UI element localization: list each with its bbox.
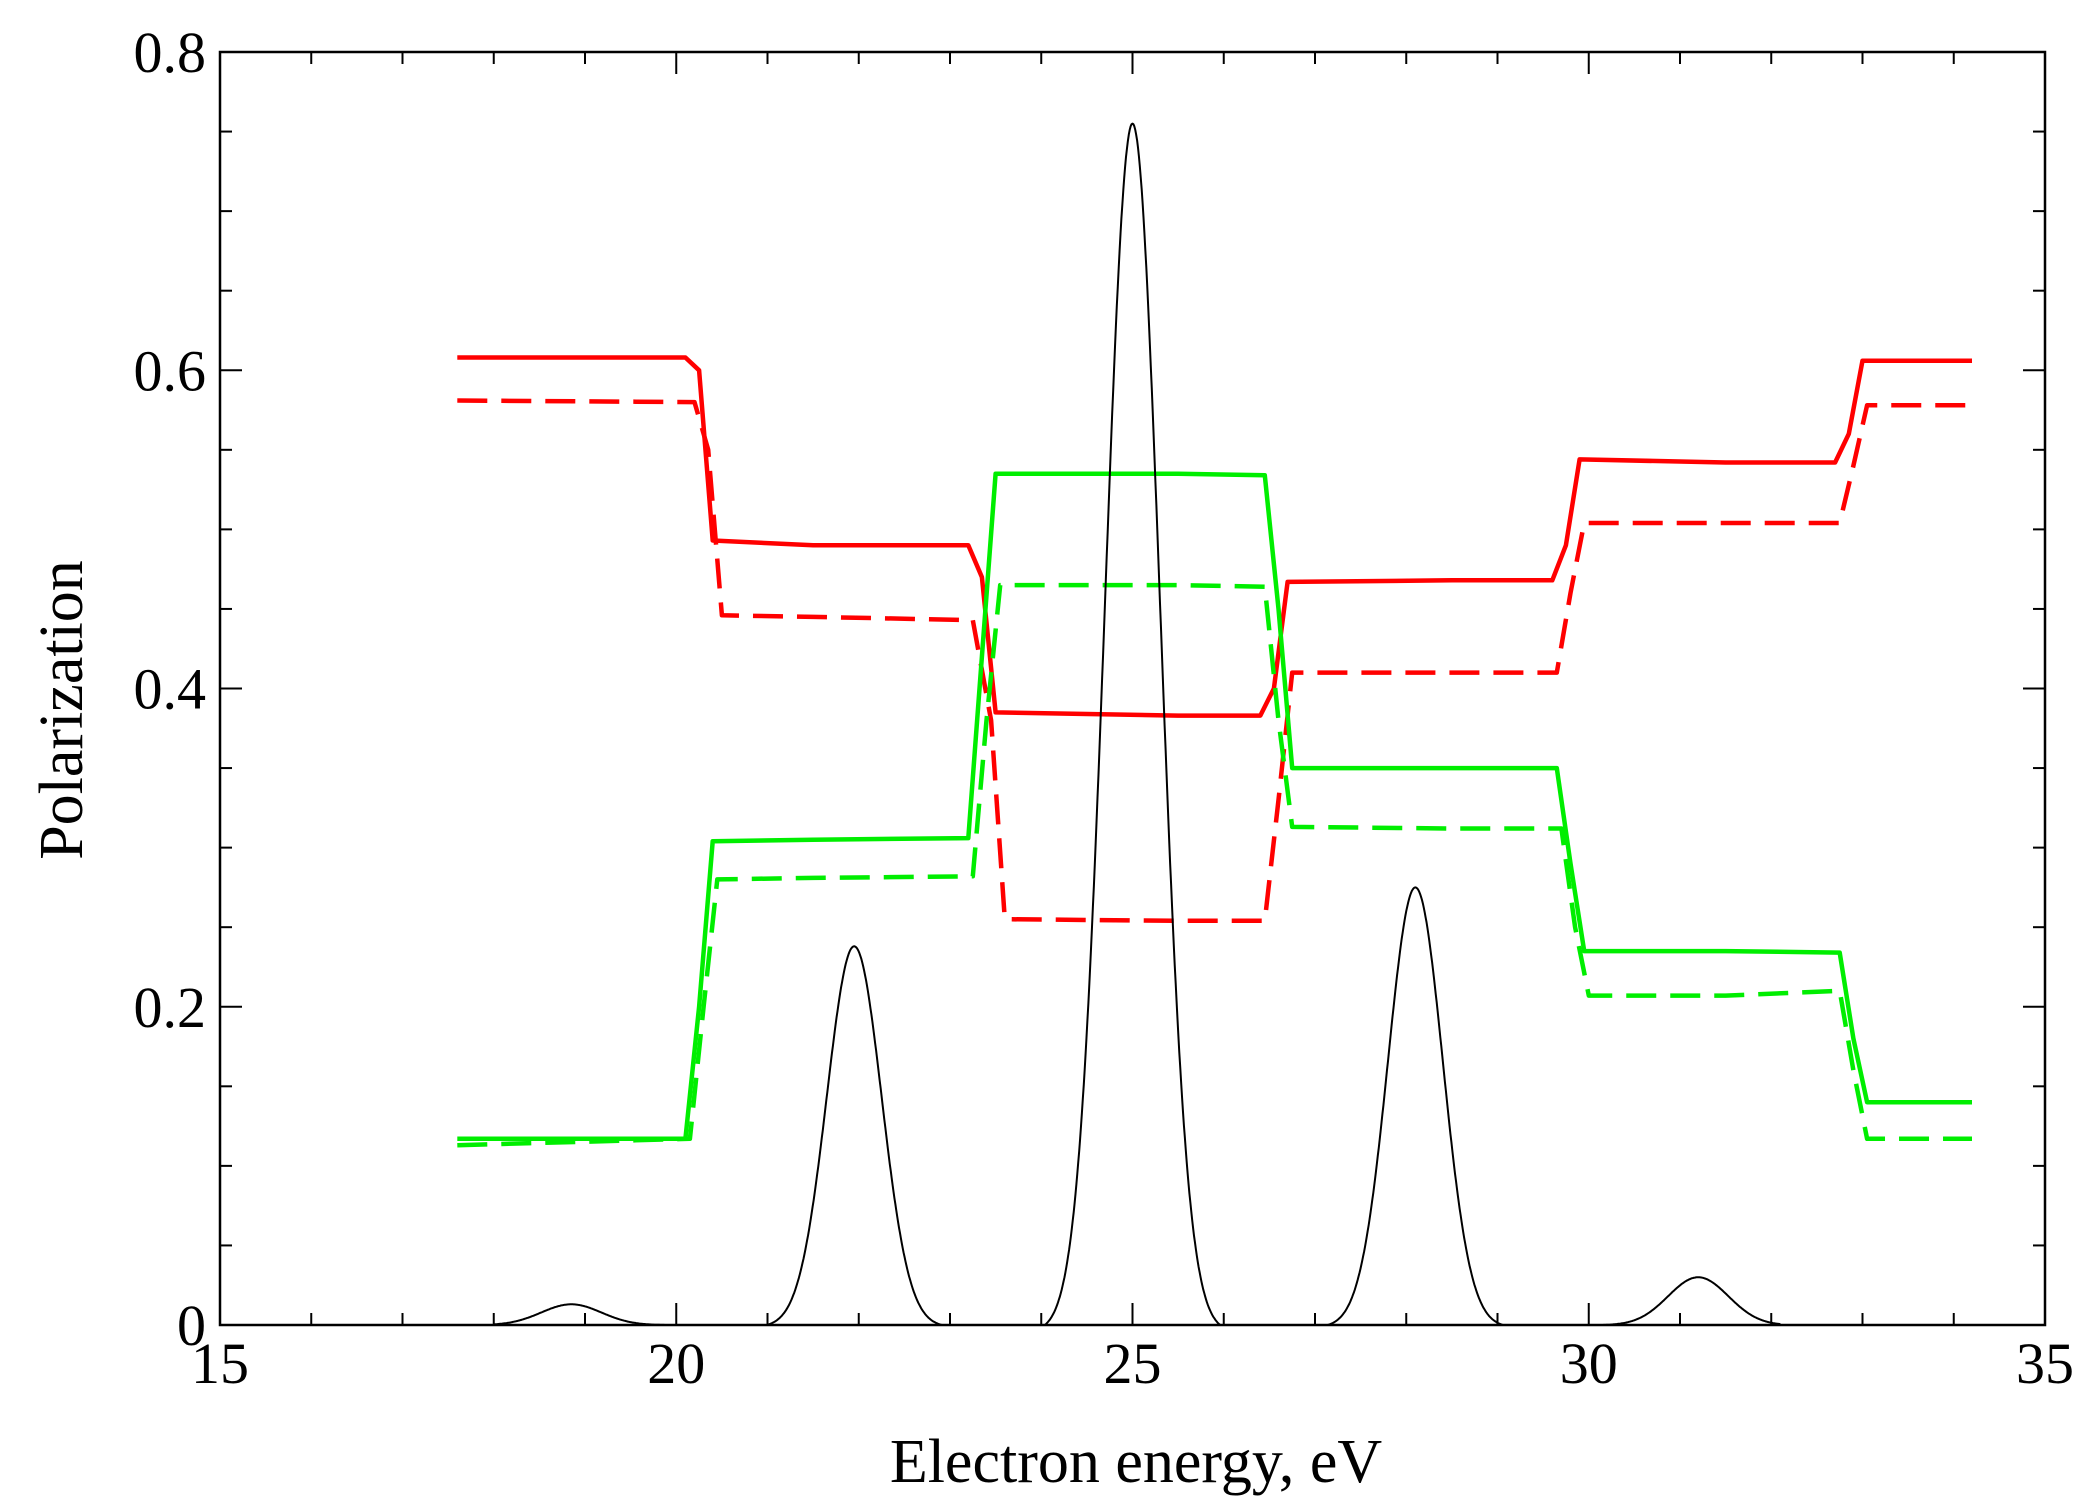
x-tick-label: 20 xyxy=(647,1331,705,1396)
x-axis-label: Electron energy, eV xyxy=(890,1428,1383,1496)
x-tick-label: 35 xyxy=(2016,1331,2074,1396)
y-axis-label: Polarization xyxy=(28,560,96,860)
y-tick-label: 0.8 xyxy=(134,20,207,85)
series-line-0 xyxy=(457,355,1972,718)
plot-frame xyxy=(218,50,2047,1327)
x-tick-label: 25 xyxy=(1104,1331,1162,1396)
series-line-4 xyxy=(493,122,1781,1326)
y-tick-label: 0 xyxy=(177,1293,206,1358)
axes-layer: 15 20 25 30 35 0 0.2 0.4 0.6 0.8 xyxy=(134,20,2075,1396)
series-line-3 xyxy=(457,582,1972,1148)
x-tick-label: 15 xyxy=(191,1331,249,1396)
series-layer xyxy=(457,122,1972,1326)
series-line-2 xyxy=(457,471,1972,1142)
x-tick-label: 30 xyxy=(1560,1331,1618,1396)
series-line-1 xyxy=(457,398,1972,924)
y-tick-label: 0.2 xyxy=(134,975,207,1040)
y-tick-label: 0.6 xyxy=(134,338,207,403)
y-tick-label: 0.4 xyxy=(134,657,207,722)
